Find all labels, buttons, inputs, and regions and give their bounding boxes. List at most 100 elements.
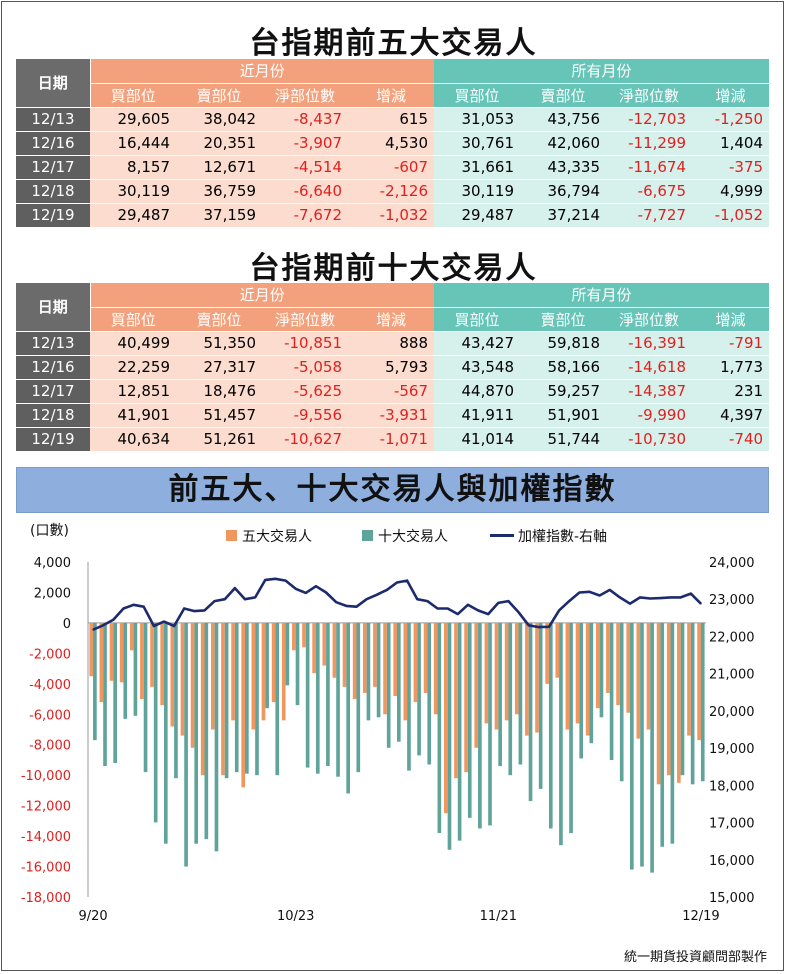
- y-tick-label: -16,000: [21, 861, 71, 876]
- index-point: [92, 628, 94, 631]
- row-date: 12/18: [16, 402, 90, 427]
- table-cell: 59,257: [520, 378, 607, 403]
- bar-top5: [444, 622, 448, 814]
- bar-top10: [528, 622, 533, 802]
- bar-top5: [433, 622, 438, 715]
- bar-top5: [464, 622, 468, 773]
- table-cell: 22,259: [90, 354, 176, 379]
- bar-top10: [346, 622, 350, 794]
- bar-top5: [616, 622, 620, 706]
- date-header: 日期: [16, 283, 91, 331]
- row-date: 12/13: [16, 330, 90, 355]
- column-header: 賣部位: [520, 307, 607, 331]
- index-point: [700, 602, 702, 605]
- bar-top10: [326, 622, 330, 767]
- column-header: 買部位: [434, 307, 521, 331]
- table-cell: 51,744: [520, 426, 607, 451]
- bar-top10: [295, 622, 300, 706]
- table-cell: 43,756: [520, 106, 607, 131]
- bar-top5: [221, 622, 225, 776]
- bar-top5: [170, 622, 175, 727]
- index-point: [153, 625, 155, 627]
- top5-table: 日期 近月份 所有月份 買部位 賣部位 淨部位數 增減 買部位 賣部位 淨部位數 增減 12/13 29…: [16, 59, 770, 227]
- column-header: 增減: [692, 83, 770, 107]
- bar-top10: [599, 622, 604, 718]
- bar-top10: [143, 622, 148, 773]
- index-point: [426, 600, 429, 602]
- index-point: [608, 589, 611, 591]
- index-point: [355, 605, 358, 608]
- table-cell: 16,444: [90, 130, 176, 155]
- bar-top10: [417, 622, 421, 756]
- bar-top5: [362, 622, 367, 693]
- index-point: [588, 590, 591, 593]
- bar-top5: [332, 622, 337, 678]
- bar-top10: [437, 622, 442, 834]
- table-cell: -11,299: [606, 130, 693, 155]
- index-line: [92, 577, 702, 631]
- bar-top5: [322, 622, 327, 666]
- bar-top10: [508, 622, 513, 776]
- index-point: [213, 600, 216, 602]
- bar-top5: [99, 622, 104, 703]
- table-cell: -740: [692, 426, 770, 451]
- bar-top10: [336, 622, 340, 777]
- table-cell: 36,794: [520, 178, 607, 203]
- index-point: [112, 618, 115, 621]
- row-date: 12/17: [16, 154, 90, 179]
- bar-top10: [133, 622, 138, 716]
- table-cell: 38,042: [176, 106, 262, 131]
- index-point: [375, 593, 378, 596]
- table-cell: -7,672: [262, 202, 348, 227]
- index-point: [264, 579, 267, 581]
- table-cell: 37,214: [520, 202, 607, 227]
- bar-top10: [315, 622, 320, 774]
- index-point: [203, 609, 206, 612]
- table-row: 12/17 12,851 18,476 -5,625 -567 44,870 59,257-…: [16, 378, 770, 403]
- bar-top10: [376, 622, 381, 718]
- table-cell: 29,605: [90, 106, 176, 131]
- index-point: [234, 587, 236, 589]
- table-row: 12/17 8,157 12,671 -4,514 -607 31,661 43,335 -1…: [16, 154, 770, 179]
- bar-top10: [407, 622, 411, 771]
- bar-top10: [234, 622, 239, 773]
- bar-top5: [474, 622, 479, 748]
- index-point: [132, 604, 135, 606]
- bar-top5: [352, 622, 357, 700]
- table-cell: -791: [692, 330, 770, 355]
- table-cell: -1,052: [692, 202, 770, 227]
- index-point: [517, 611, 520, 614]
- bar-top10: [255, 622, 259, 776]
- index-point: [548, 625, 550, 628]
- bar-top10: [650, 622, 654, 873]
- bar-top5: [271, 622, 276, 703]
- table-cell: 41,901: [90, 402, 176, 427]
- bar-top10: [123, 622, 128, 719]
- bar-top10: [103, 622, 107, 767]
- index-point: [669, 596, 672, 599]
- index-point: [294, 588, 297, 590]
- bar-top5: [403, 622, 408, 721]
- y2-tick-label: 23,000: [709, 593, 755, 608]
- table-cell: 36,759: [176, 178, 262, 203]
- index-point: [122, 607, 125, 610]
- bar-top5: [606, 622, 610, 693]
- table-cell: 43,335: [520, 154, 607, 179]
- row-date: 12/13: [16, 106, 90, 131]
- y-tick-label: -2,000: [29, 647, 71, 662]
- bar-top10: [589, 622, 594, 744]
- bar-top10: [194, 622, 199, 844]
- chart-title-banner: 前五大、十大交易人與加權指數: [16, 467, 769, 513]
- index-point: [507, 600, 510, 602]
- index-point: [619, 596, 621, 599]
- bar-top5: [180, 622, 185, 736]
- y-tick-label: -18,000: [21, 891, 71, 906]
- table-cell: -12,703: [606, 106, 693, 131]
- table-cell: 41,911: [434, 402, 521, 427]
- table-cell: -5,058: [262, 354, 348, 379]
- bar-top5: [119, 622, 124, 683]
- index-point: [325, 591, 327, 594]
- bar-top5: [585, 622, 590, 736]
- table-cell: 40,634: [90, 426, 176, 451]
- footer-credit: 統一期貨投資顧問部製作: [623, 950, 767, 965]
